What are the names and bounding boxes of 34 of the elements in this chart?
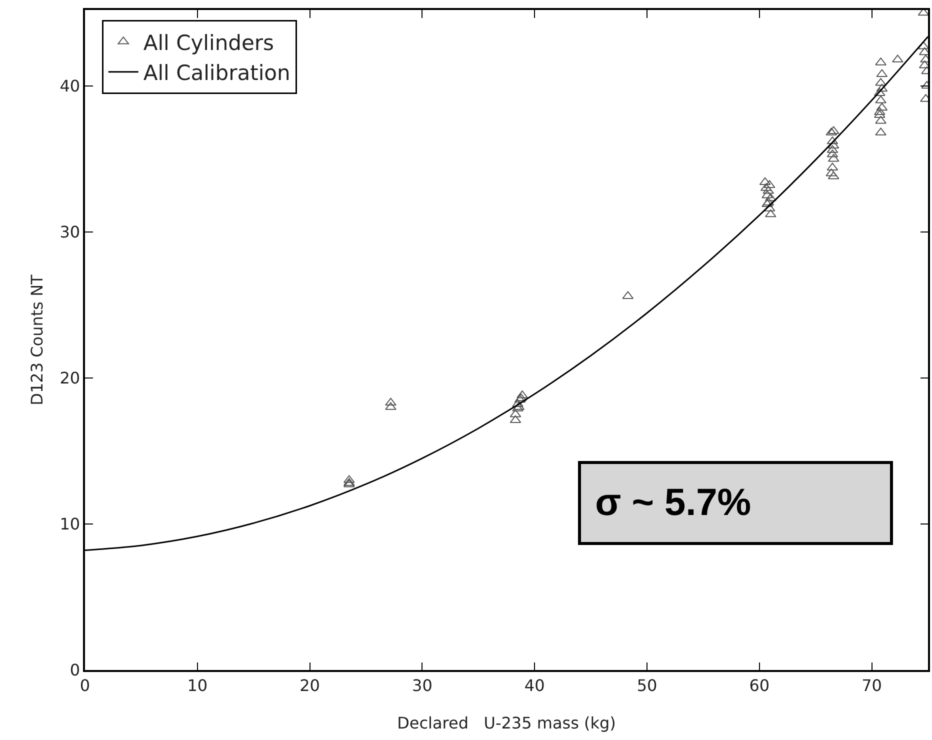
y-axis-title: D123 Counts NT bbox=[28, 274, 46, 406]
x-tick-label: 70 bbox=[862, 676, 882, 695]
point bbox=[762, 190, 773, 198]
note-box: σ ~ 5.7% bbox=[578, 461, 894, 545]
point bbox=[828, 154, 840, 162]
legend-label: All Calibration bbox=[143, 61, 290, 86]
point bbox=[516, 390, 528, 398]
y-tick-label: 0 bbox=[70, 660, 80, 680]
y-tick-label: 20 bbox=[60, 368, 80, 388]
point bbox=[828, 171, 840, 180]
point bbox=[918, 42, 928, 50]
point bbox=[385, 398, 396, 406]
point bbox=[875, 116, 886, 124]
annotation: σ ~ 5.7% bbox=[595, 482, 752, 525]
point bbox=[764, 193, 776, 202]
x-tick-label: 50 bbox=[636, 676, 658, 695]
x-tick-label: 60 bbox=[749, 676, 770, 695]
x-axis-title: Declared U-235 mass (kg) bbox=[397, 714, 616, 732]
point bbox=[876, 84, 888, 92]
point bbox=[826, 136, 838, 144]
point bbox=[510, 409, 522, 418]
y-tick-label: 40 bbox=[60, 76, 80, 96]
point bbox=[759, 177, 771, 186]
legend-label: All Cylinders bbox=[143, 30, 274, 55]
y-tick-label: 30 bbox=[60, 222, 80, 242]
point bbox=[876, 102, 888, 111]
point bbox=[510, 415, 522, 424]
x-tick-label: 30 bbox=[412, 676, 432, 695]
y-tick-label: 10 bbox=[60, 514, 80, 534]
point bbox=[828, 140, 840, 149]
x-tick-label: 40 bbox=[524, 676, 545, 695]
x-tick-label: 20 bbox=[300, 676, 320, 695]
point bbox=[764, 209, 776, 218]
x-tick-label: 10 bbox=[187, 676, 208, 695]
